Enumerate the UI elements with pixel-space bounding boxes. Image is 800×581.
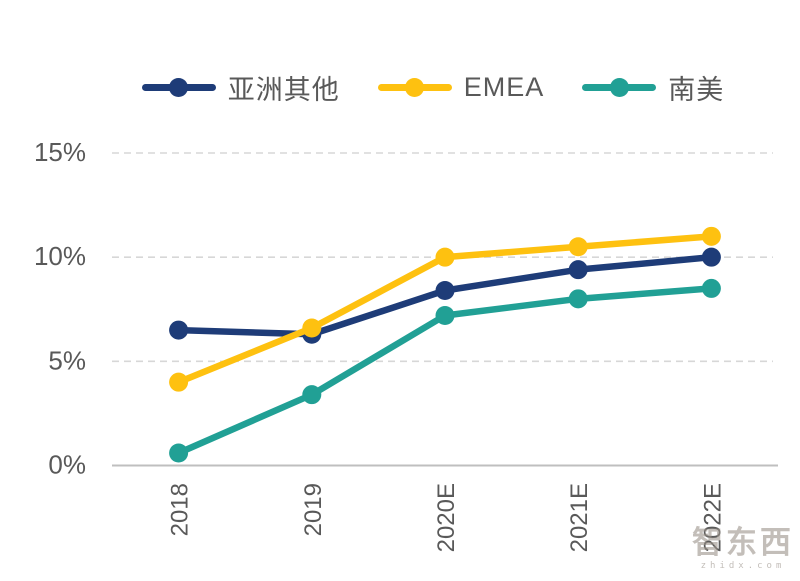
legend-item-emea: EMEA bbox=[377, 72, 545, 103]
y-tick-label: 0% bbox=[48, 450, 86, 480]
series-marker-south-america bbox=[435, 306, 455, 325]
series-marker-emea bbox=[568, 237, 588, 257]
legend-line-marker-icon bbox=[377, 77, 452, 99]
series-marker-south-america bbox=[701, 278, 721, 298]
y-tick-label: 15% bbox=[34, 137, 86, 167]
legend-item-south-america: 南美 bbox=[582, 68, 724, 107]
x-tick-label-2021e: 2021E bbox=[566, 483, 593, 552]
legend-item-asia-other: 亚洲其他 bbox=[141, 68, 340, 107]
series-marker-south-america bbox=[568, 289, 588, 309]
legend-line-marker-icon bbox=[582, 77, 657, 99]
y-tick-label: 5% bbox=[48, 345, 86, 375]
x-tick-label-2019: 2019 bbox=[300, 483, 327, 536]
legend-label-south-america: 南美 bbox=[668, 75, 725, 105]
series-marker-emea bbox=[169, 372, 189, 392]
x-tick-label-2018: 2018 bbox=[167, 483, 194, 536]
series-marker-asia-other bbox=[169, 320, 189, 340]
legend-label-asia-other: 亚洲其他 bbox=[227, 75, 340, 105]
legend-line-marker-icon bbox=[141, 77, 216, 99]
series-marker-asia-other bbox=[435, 281, 455, 300]
series-marker-south-america bbox=[169, 443, 189, 463]
series-marker-asia-other bbox=[568, 260, 588, 280]
y-tick-label: 10% bbox=[34, 241, 86, 271]
series-marker-emea bbox=[302, 318, 322, 338]
x-tick-label-2020e: 2020E bbox=[433, 483, 460, 552]
legend-label-emea: EMEA bbox=[463, 72, 545, 102]
x-tick-label-2022e: 2022E bbox=[699, 483, 726, 552]
chart-legend: 亚洲其他 EMEA 南美 bbox=[33, 68, 800, 107]
series-marker-emea bbox=[435, 247, 455, 267]
series-marker-asia-other bbox=[701, 247, 721, 267]
series-marker-south-america bbox=[302, 385, 322, 405]
series-marker-emea bbox=[701, 226, 721, 246]
